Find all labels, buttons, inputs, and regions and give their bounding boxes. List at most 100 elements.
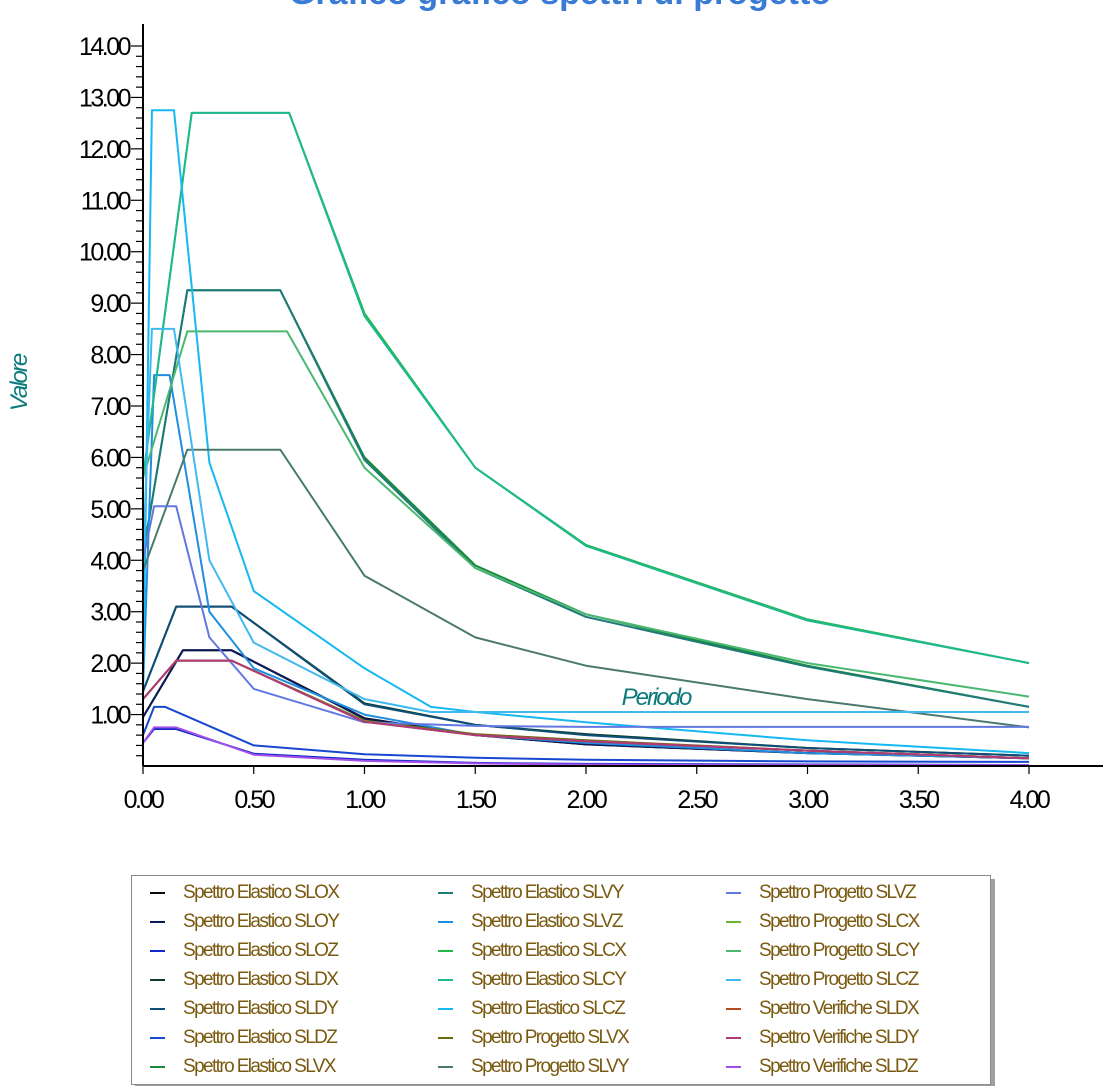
y-tick-label: 3.00 xyxy=(90,599,130,627)
legend-label: Spettro Elastico SLDX xyxy=(183,968,339,990)
legend-item: Spettro Verifiche SLDZ xyxy=(726,1052,986,1081)
legend-label: Spettro Verifiche SLDY xyxy=(759,1026,920,1048)
series-line-11 xyxy=(142,111,1030,665)
legend-item: Spettro Elastico SLOZ xyxy=(150,936,438,965)
legend-label: Spettro Elastico SLOX xyxy=(183,881,340,903)
legend-label: Spettro Elastico SLCX xyxy=(471,939,627,961)
legend-label: Spettro Elastico SLVX xyxy=(183,1055,337,1077)
y-tick-label: 9.00 xyxy=(90,290,130,318)
series-line-6 xyxy=(142,705,1030,763)
x-tick-label: 1.00 xyxy=(345,786,385,814)
series-line-10 xyxy=(142,111,1030,665)
series-line-17 xyxy=(142,330,1030,698)
y-tick-label: 5.00 xyxy=(90,496,130,524)
x-axis-title: Periodo xyxy=(622,684,692,711)
x-tick-label: 0.50 xyxy=(234,786,274,814)
y-tick-label: 11.00 xyxy=(81,187,131,215)
legend-label: Spettro Elastico SLOY xyxy=(183,910,340,932)
x-tick-label: 3.00 xyxy=(788,786,828,814)
legend-swatch xyxy=(438,1065,453,1068)
x-tick-label: 3.50 xyxy=(899,786,939,814)
legend-item: Spettro Progetto SLCY xyxy=(726,936,986,965)
legend-label: Spettro Elastico SLCY xyxy=(471,968,627,990)
legend-swatch xyxy=(438,949,453,952)
legend-swatch xyxy=(726,1036,741,1039)
legend-swatch xyxy=(150,920,165,923)
legend-swatch xyxy=(438,920,453,923)
legend-item: Spettro Elastico SLCZ xyxy=(438,994,726,1023)
series-line-9 xyxy=(142,374,1030,760)
axis-layer: 1.00 2.00 3.00 4.00 5.00 6.00 7.00 8.00 9.00 10.0… xyxy=(79,24,1103,814)
legend-swatch xyxy=(150,978,165,981)
legend-item: Spettro Elastico SLVZ xyxy=(438,907,726,936)
y-tick-label: 8.00 xyxy=(90,342,130,370)
legend-swatch xyxy=(150,1036,165,1039)
chart-legend: Spettro Elastico SLOX Spettro Elastico SL… xyxy=(131,875,991,1085)
legend-item: Spettro Elastico SLVX xyxy=(150,1052,438,1081)
legend-item: Spettro Progetto SLVY xyxy=(438,1052,726,1081)
legend-swatch xyxy=(726,1065,741,1068)
y-tick-label: 7.00 xyxy=(90,393,130,421)
legend-item: Spettro Elastico SLDY xyxy=(150,994,438,1023)
series-line-18 xyxy=(142,327,1029,713)
series-line-5 xyxy=(142,605,1030,757)
legend-item: Spettro Elastico SLCX xyxy=(438,936,726,965)
y-tick-label: 10.00 xyxy=(79,239,131,267)
y-tick-label: 1.00 xyxy=(90,702,130,730)
legend-label: Spettro Progetto SLCY xyxy=(759,939,920,961)
legend-swatch xyxy=(726,891,741,894)
legend-swatch xyxy=(150,1065,165,1068)
x-tick-label: 2.00 xyxy=(567,786,607,814)
y-tick-label: 13.00 xyxy=(79,84,131,112)
legend-swatch xyxy=(438,891,453,894)
legend-label: Spettro Elastico SLVZ xyxy=(471,910,623,932)
legend-item: Spettro Elastico SLVY xyxy=(438,878,726,907)
x-tick-label: 1.50 xyxy=(456,786,496,814)
legend-item: Spettro Progetto SLCX xyxy=(726,907,986,936)
series-line-8 xyxy=(142,289,1030,708)
legend-label: Spettro Progetto SLVY xyxy=(471,1055,630,1077)
legend-swatch xyxy=(438,1007,453,1010)
legend-label: Spettro Progetto SLVZ xyxy=(759,881,917,903)
legend-item: Spettro Verifiche SLDX xyxy=(726,994,986,1023)
legend-swatch xyxy=(726,978,741,981)
y-tick-label: 4.00 xyxy=(90,547,130,575)
series-line-15 xyxy=(142,505,1029,728)
legend-swatch xyxy=(726,949,741,952)
series-line-21 xyxy=(142,726,1029,766)
y-tick-label: 12.00 xyxy=(79,136,131,164)
legend-label: Spettro Verifiche SLDZ xyxy=(759,1055,919,1077)
legend-item: Spettro Elastico SLOY xyxy=(150,907,438,936)
legend-swatch xyxy=(726,1007,741,1010)
y-tick-label: 2.00 xyxy=(90,650,130,678)
legend-label: Spettro Elastico SLDZ xyxy=(183,1026,338,1048)
legend-label: Spettro Elastico SLDY xyxy=(183,997,339,1019)
legend-item: Spettro Elastico SLDX xyxy=(150,965,438,994)
legend-swatch xyxy=(150,1007,165,1010)
legend-swatch xyxy=(438,1036,453,1039)
legend-label: Spettro Progetto SLCX xyxy=(759,910,920,932)
chart-canvas: Grafico grafico spettri di progetto 1.00… xyxy=(6,0,1103,814)
series-layer xyxy=(142,109,1030,766)
x-tick-label: 4.00 xyxy=(1010,786,1050,814)
legend-label: Spettro Progetto SLVX xyxy=(471,1026,630,1048)
legend-swatch xyxy=(438,978,453,981)
legend-item: Spettro Elastico SLDZ xyxy=(150,1023,438,1052)
legend-item: Spettro Elastico SLCY xyxy=(438,965,726,994)
series-line-20 xyxy=(142,659,1030,760)
y-tick-label: 14.00 xyxy=(79,33,131,61)
legend-label: Spettro Elastico SLOZ xyxy=(183,939,339,961)
chart-title: Grafico grafico spettri di progetto xyxy=(289,0,831,12)
series-line-12 xyxy=(142,109,1030,755)
legend-item: Spettro Progetto SLCZ xyxy=(726,965,986,994)
x-tick-label: 2.50 xyxy=(677,786,717,814)
legend-item: Spettro Progetto SLVZ xyxy=(726,878,986,907)
y-axis-title: Valore xyxy=(6,353,33,411)
series-line-7 xyxy=(142,289,1030,708)
legend-item: Spettro Progetto SLVX xyxy=(438,1023,726,1052)
series-line-14 xyxy=(142,448,1030,729)
legend-swatch xyxy=(150,949,165,952)
legend-item: Spettro Elastico SLOX xyxy=(150,878,438,907)
legend-grid: Spettro Elastico SLOX Spettro Elastico SL… xyxy=(150,878,986,1081)
legend-label: Spettro Elastico SLVY xyxy=(471,881,625,903)
